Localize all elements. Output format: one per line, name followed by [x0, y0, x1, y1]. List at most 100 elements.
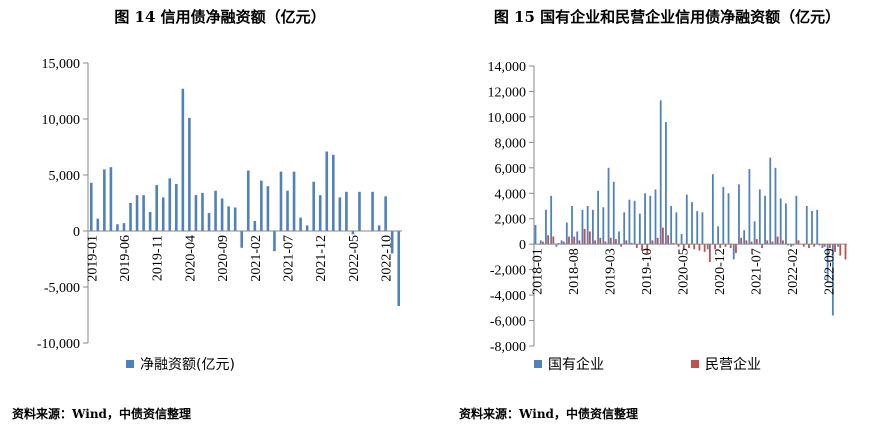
- bar-a: [233, 207, 237, 231]
- x-tick-label: 2019-10: [640, 248, 655, 295]
- bar-a: [597, 190, 600, 245]
- bar-a: [607, 167, 610, 245]
- bar-a: [161, 197, 165, 231]
- bar-a: [670, 206, 673, 245]
- bar-b: [604, 241, 607, 245]
- bar-a: [377, 225, 381, 231]
- bar-a: [659, 100, 662, 245]
- bar-b: [578, 240, 581, 245]
- bar-a: [534, 225, 537, 245]
- bar-a: [96, 218, 100, 231]
- bar-a: [805, 206, 808, 245]
- bar-a: [168, 178, 172, 231]
- y-tick-label: 0: [73, 225, 80, 240]
- x-tick-label: 2020-09: [216, 235, 231, 282]
- x-tick-label: 2019-01: [85, 235, 100, 282]
- bar-a: [779, 198, 782, 245]
- bar-b: [677, 244, 680, 247]
- bar-a: [122, 223, 126, 231]
- bar-a: [260, 180, 263, 231]
- bar-a: [279, 171, 283, 231]
- bar-a: [748, 169, 751, 245]
- bar-a: [612, 181, 615, 245]
- bar-a: [795, 195, 798, 245]
- bar-a: [129, 203, 132, 231]
- bar-a: [89, 182, 93, 231]
- y-tick-label: 4,000: [495, 187, 527, 202]
- bar-a: [591, 209, 594, 245]
- bar-a: [691, 202, 693, 245]
- bar-a: [565, 222, 568, 245]
- left-chart-svg: -10,000 -5,000 0 5,000 10,000 15,000 2019-01 20…: [37, 57, 402, 373]
- bar-b: [818, 244, 821, 246]
- bar-b: [844, 244, 847, 260]
- left-chart-source: 资料来源：Wind，中债资信整理: [12, 407, 191, 421]
- bar-a: [790, 244, 793, 247]
- legend-swatch: [691, 360, 699, 368]
- bar-b: [682, 244, 685, 250]
- x-tick-label: 2018-01: [531, 248, 546, 295]
- bar-b: [787, 244, 790, 246]
- bar-b: [562, 241, 565, 245]
- bar-b: [802, 244, 805, 247]
- bar-a: [633, 200, 636, 245]
- bar-a: [638, 213, 641, 245]
- y-tick-label: 14,000: [488, 60, 527, 75]
- y-tick-label: -4,000: [490, 289, 526, 304]
- bar-b: [735, 244, 737, 254]
- bar-a: [227, 206, 230, 231]
- bar-a: [680, 234, 683, 245]
- bar-a: [738, 184, 740, 245]
- bar-a: [305, 225, 309, 231]
- bar-b: [761, 244, 763, 248]
- bar-a: [155, 185, 158, 231]
- bar-b: [792, 244, 795, 246]
- bar-a: [116, 224, 119, 231]
- bar-a: [194, 195, 198, 231]
- bar-b: [813, 244, 816, 247]
- bar-a: [717, 226, 719, 245]
- x-tick-label: 2020-05: [677, 248, 692, 295]
- right-chart-title: 图 15 国有企业和民营企业信用债净融资额（亿元）: [493, 8, 841, 26]
- legend-label: 净融资额(亿元): [140, 357, 235, 373]
- bar-b: [557, 242, 560, 245]
- bar-a: [214, 190, 217, 231]
- bar-a: [628, 199, 631, 245]
- bar-a: [188, 117, 191, 231]
- y-tick-label: 5,000: [49, 169, 81, 184]
- bar-a: [135, 195, 139, 231]
- bar-b: [839, 244, 842, 256]
- bar-a: [837, 244, 839, 247]
- bar-a: [539, 240, 542, 245]
- y-tick-label: -2,000: [490, 264, 526, 279]
- bar-a: [201, 192, 204, 231]
- y-tick-label: 12,000: [488, 85, 527, 100]
- bar-b: [594, 240, 596, 245]
- bar-b: [547, 235, 550, 245]
- bar-b: [724, 244, 727, 247]
- bar-a: [811, 211, 813, 245]
- bar-a: [764, 195, 766, 245]
- bar-a: [384, 196, 387, 231]
- bar-b: [615, 239, 617, 245]
- y-tick-label: -8,000: [490, 340, 526, 355]
- bar-b: [729, 244, 732, 248]
- bar-a: [732, 244, 735, 260]
- bar-b: [620, 244, 623, 247]
- bar-a: [142, 195, 145, 231]
- bar-a: [286, 190, 289, 231]
- bar-a: [696, 211, 699, 245]
- y-tick-label: 10,000: [488, 111, 527, 126]
- x-tick-label: 2021-07: [750, 248, 765, 295]
- x-tick-label: 2022-05: [347, 235, 362, 282]
- bar-a: [816, 209, 819, 245]
- y-tick-label: -6,000: [490, 315, 526, 330]
- bar-a: [332, 154, 335, 231]
- bar-a: [103, 169, 106, 231]
- x-tick-label: 2021-12: [314, 235, 329, 282]
- bar-b: [630, 242, 633, 245]
- bar-a: [758, 189, 761, 245]
- bar-a: [390, 231, 394, 254]
- bar-a: [701, 212, 704, 245]
- bar-a: [571, 206, 573, 245]
